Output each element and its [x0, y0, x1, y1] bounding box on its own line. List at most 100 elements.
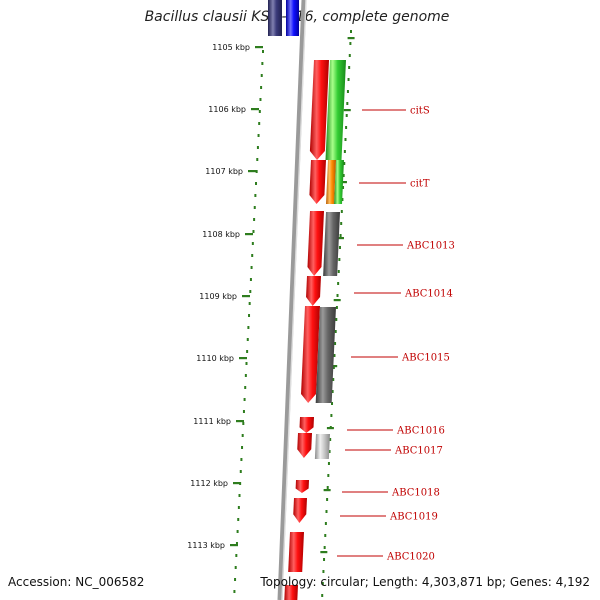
kbp-tick-label: 1113 kbp [187, 541, 225, 550]
left-dotted-guide [234, 566, 237, 569]
right-dotted-guide [324, 522, 327, 525]
right-tick-mark [339, 181, 347, 184]
right-dotted-guide [326, 486, 329, 489]
right-dotted-guide [342, 174, 345, 177]
left-dotted-guide [258, 110, 261, 113]
left-dotted-guide [237, 518, 240, 521]
left-dotted-guide [235, 542, 238, 545]
genome-backbone-highlight [281, 0, 307, 600]
right-dotted-guide [347, 78, 350, 81]
left-dotted-guide [261, 62, 264, 65]
right-tick-mark [333, 299, 341, 302]
cog-feature-navy [268, 0, 282, 36]
left-dotted-guide [240, 458, 243, 461]
left-dotted-guide [259, 98, 262, 101]
left-dotted-guide [250, 266, 253, 269]
kbp-tick-mark [233, 482, 241, 485]
left-dotted-guide [252, 230, 255, 233]
kbp-tick-label: 1107 kbp [205, 167, 243, 176]
kbp-tick-label: 1109 kbp [199, 292, 237, 301]
right-dotted-guide [335, 318, 338, 321]
right-dotted-guide [337, 270, 340, 273]
left-dotted-guide [257, 134, 260, 137]
right-dotted-guide [349, 42, 352, 45]
kbp-tick-label: 1106 kbp [208, 105, 246, 114]
kbp-tick-mark [255, 46, 263, 49]
left-dotted-guide [251, 242, 254, 245]
left-dotted-guide [248, 314, 251, 317]
right-dotted-guide [348, 54, 351, 57]
kbp-tick-mark [236, 420, 244, 423]
left-dotted-guide [244, 386, 247, 389]
left-dotted-guide [237, 506, 240, 509]
right-dotted-guide [340, 222, 343, 225]
right-dotted-guide [337, 282, 340, 285]
kbp-tick-label: 1105 kbp [212, 43, 250, 52]
kbp-tick-label: 1108 kbp [202, 230, 240, 239]
kbp-tick-mark [245, 233, 253, 236]
right-dotted-guide [345, 114, 348, 117]
right-dotted-guide [330, 414, 333, 417]
left-dotted-guide [242, 422, 245, 425]
right-dotted-guide [343, 150, 346, 153]
right-dotted-guide [335, 306, 338, 309]
right-dotted-guide [332, 366, 335, 369]
cog-feature-orange [326, 160, 336, 204]
right-dotted-guide [332, 378, 335, 381]
cog-feature-green [325, 60, 346, 160]
gene-label: ABC1013 [406, 241, 455, 252]
forward-gene-arrow [293, 498, 307, 523]
right-dotted-guide [331, 390, 334, 393]
gene-label: ABC1018 [391, 488, 440, 499]
left-dotted-guide [244, 374, 247, 377]
left-dotted-guide [241, 446, 244, 449]
left-dotted-guide [246, 338, 249, 341]
left-dotted-guide [245, 362, 248, 365]
right-dotted-guide [327, 462, 330, 465]
kbp-tick-mark [242, 295, 250, 298]
left-dotted-guide [256, 146, 259, 149]
left-dotted-guide [249, 290, 252, 293]
left-dotted-guide [246, 350, 249, 353]
right-dotted-guide [340, 210, 343, 213]
gene-label: ABC1020 [386, 552, 435, 563]
gene-label: citS [410, 106, 430, 117]
right-dotted-guide [323, 546, 326, 549]
cog-feature-green [334, 160, 344, 204]
gene-label: citT [410, 179, 430, 190]
forward-gene-arrow [299, 417, 314, 433]
right-tick-mark [336, 237, 344, 240]
left-dotted-guide [236, 530, 239, 533]
kbp-tick-label: 1110 kbp [196, 354, 234, 363]
forward-gene-arrow [301, 306, 320, 403]
right-dotted-guide [329, 438, 332, 441]
kbp-tick-mark [239, 357, 247, 360]
right-dotted-guide [341, 198, 344, 201]
cog-feature-light-gray [314, 434, 330, 459]
kbp-tick-label: 1112 kbp [190, 479, 228, 488]
right-dotted-guide [344, 138, 347, 141]
right-tick-mark [330, 365, 338, 368]
forward-gene-arrow [288, 532, 304, 572]
left-dotted-guide [260, 74, 263, 77]
right-dotted-guide [334, 342, 337, 345]
right-dotted-guide [338, 258, 341, 261]
right-dotted-guide [338, 246, 341, 249]
left-dotted-guide [260, 86, 263, 89]
kbp-tick-label: 1111 kbp [193, 417, 231, 426]
cog-feature-blue [286, 0, 299, 36]
forward-gene-arrow [309, 60, 329, 160]
left-dotted-guide [234, 578, 237, 581]
left-dotted-guide [235, 554, 238, 557]
forward-gene-arrow [284, 585, 298, 600]
left-dotted-guide [256, 158, 259, 161]
right-dotted-guide [334, 330, 337, 333]
right-dotted-guide [325, 510, 328, 513]
left-dotted-guide [241, 434, 244, 437]
left-dotted-guide [262, 50, 264, 53]
left-dotted-guide [253, 218, 256, 221]
right-dotted-guide [336, 294, 339, 297]
genome-backbone [277, 0, 307, 600]
